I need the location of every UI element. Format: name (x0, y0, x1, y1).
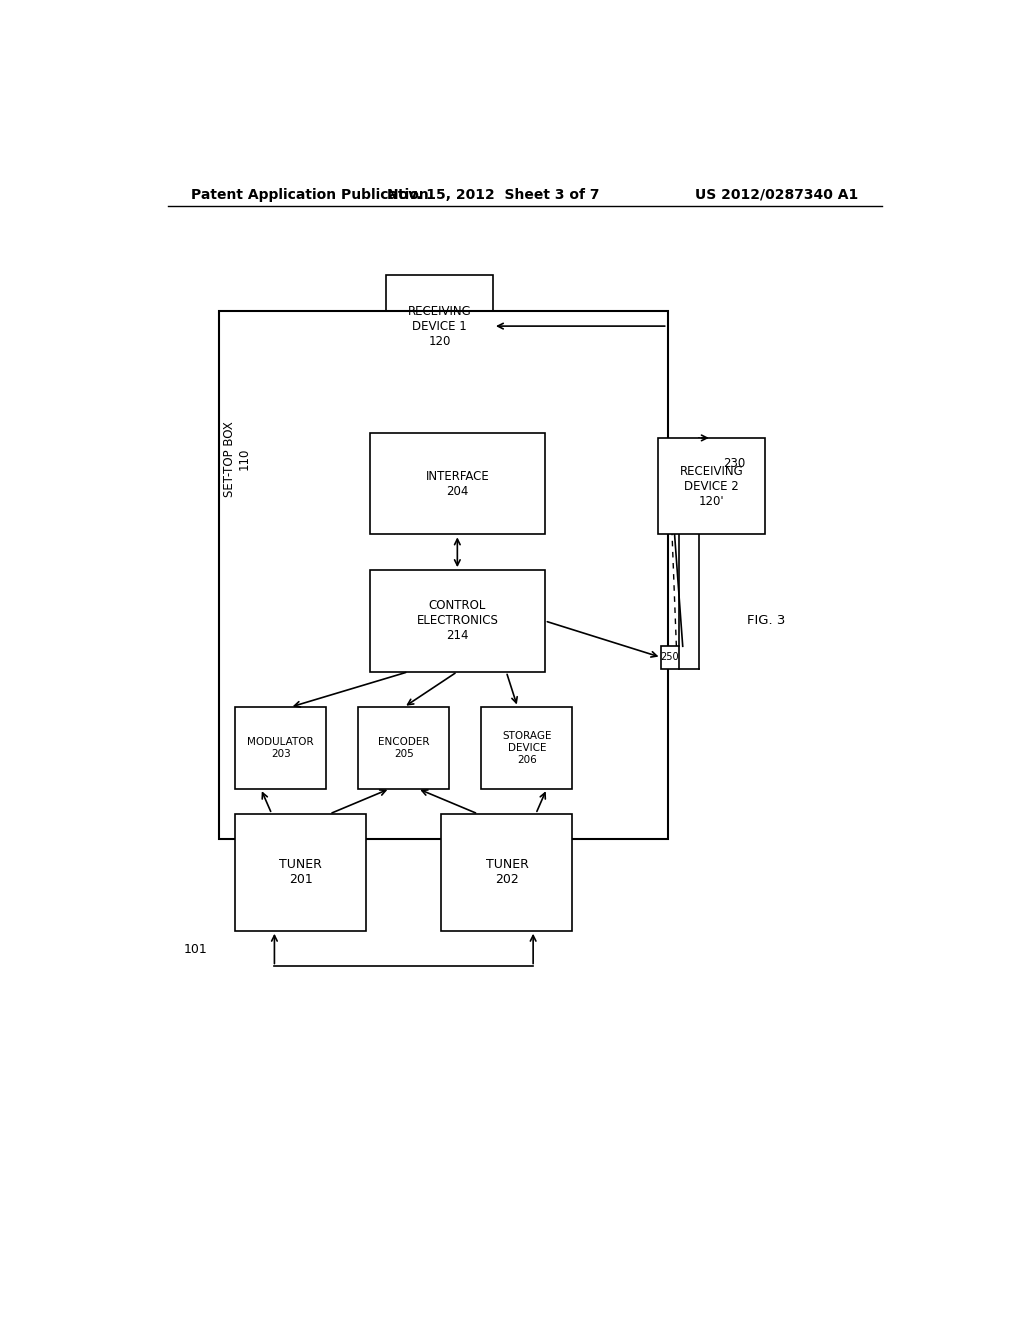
FancyBboxPatch shape (236, 708, 327, 788)
Text: INTERFACE
204: INTERFACE 204 (425, 470, 489, 498)
Text: TUNER
201: TUNER 201 (280, 858, 322, 887)
Text: Nov. 15, 2012  Sheet 3 of 7: Nov. 15, 2012 Sheet 3 of 7 (387, 187, 599, 202)
Text: RECEIVING
DEVICE 2
120': RECEIVING DEVICE 2 120' (680, 465, 743, 508)
FancyBboxPatch shape (358, 708, 450, 788)
FancyBboxPatch shape (219, 312, 668, 840)
Text: CONTROL
ELECTRONICS
214: CONTROL ELECTRONICS 214 (417, 599, 499, 643)
Text: Patent Application Publication: Patent Application Publication (191, 187, 429, 202)
FancyBboxPatch shape (658, 438, 765, 535)
Text: TUNER
202: TUNER 202 (485, 858, 528, 887)
Text: STORAGE
DEVICE
206: STORAGE DEVICE 206 (502, 731, 552, 764)
FancyBboxPatch shape (662, 647, 679, 669)
FancyBboxPatch shape (441, 814, 572, 931)
Text: MODULATOR
203: MODULATOR 203 (248, 737, 314, 759)
Text: FIG. 3: FIG. 3 (748, 614, 785, 627)
Text: US 2012/0287340 A1: US 2012/0287340 A1 (695, 187, 858, 202)
FancyBboxPatch shape (370, 570, 545, 672)
Text: 230: 230 (723, 457, 745, 470)
Text: RECEIVING
DEVICE 1
120: RECEIVING DEVICE 1 120 (408, 305, 471, 347)
FancyBboxPatch shape (481, 708, 572, 788)
FancyBboxPatch shape (386, 276, 494, 378)
Text: SET-TOP BOX
110: SET-TOP BOX 110 (223, 421, 251, 496)
FancyBboxPatch shape (370, 433, 545, 535)
Text: 250: 250 (660, 652, 679, 663)
Text: ENCODER
205: ENCODER 205 (378, 737, 429, 759)
FancyBboxPatch shape (236, 814, 367, 931)
Text: 101: 101 (183, 944, 207, 956)
